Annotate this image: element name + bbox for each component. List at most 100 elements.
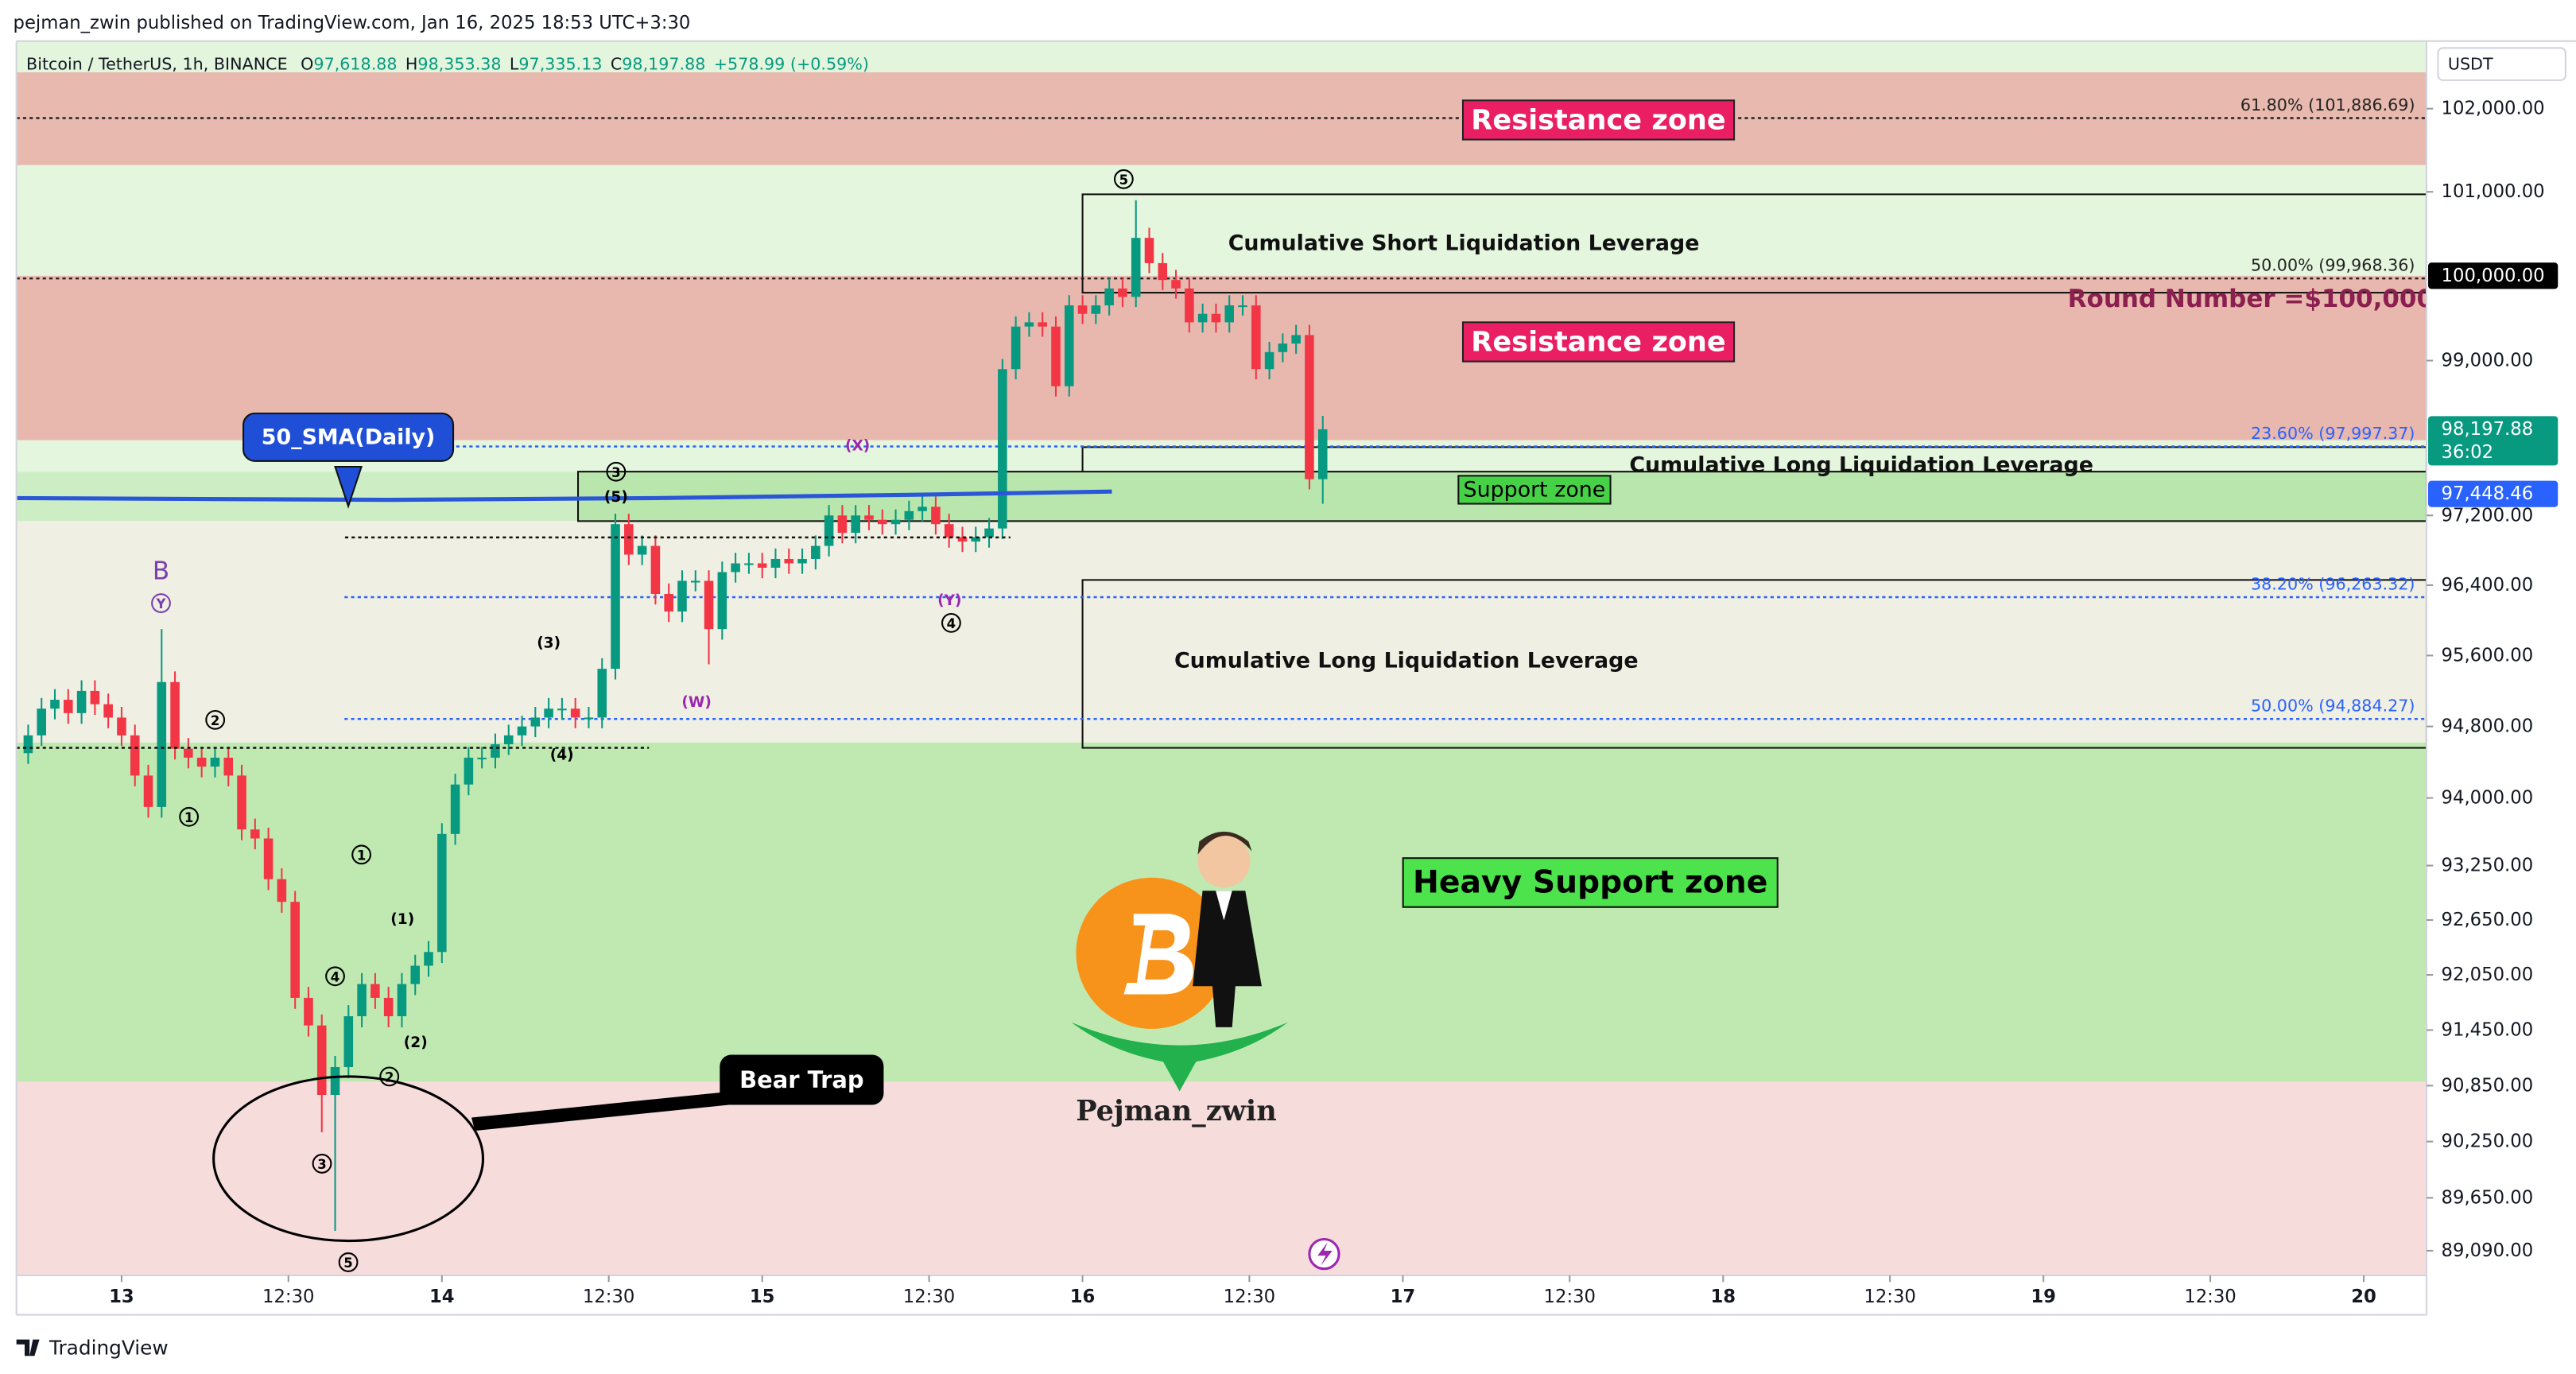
callout-tail <box>471 1091 733 1131</box>
x-tick-label: 17 <box>1391 1287 1416 1307</box>
candle-body <box>704 580 714 630</box>
candle-body <box>784 558 794 564</box>
legend-change: +578.99 (+0.59%) <box>714 55 869 74</box>
candle-body <box>237 775 246 830</box>
candle-body <box>1158 262 1168 281</box>
candle-body <box>1197 313 1208 323</box>
shirt <box>1216 891 1232 921</box>
x-tick-label: 14 <box>429 1287 455 1307</box>
candle-body <box>517 726 527 736</box>
fib-label: 23.60% (97,997.37) <box>2251 424 2415 443</box>
candle-body <box>50 700 60 709</box>
candle-body <box>184 748 193 758</box>
candle-body <box>450 784 460 834</box>
stand <box>1071 1022 1288 1092</box>
wave-label: 1 <box>357 848 366 863</box>
zone <box>16 1081 2427 1275</box>
candle-body <box>397 984 407 1017</box>
wave-label: 4 <box>947 616 956 631</box>
signature: Pejman_zwin <box>1076 1095 1277 1128</box>
candle-body <box>824 515 834 546</box>
annotation-box <box>1457 475 1612 505</box>
wave-label: 1 <box>184 810 193 825</box>
candle-body <box>931 507 941 525</box>
bear-trap-ellipse <box>212 1075 733 1243</box>
legend: Bitcoin / TetherUS, 1h, BINANCE O97,618.8… <box>26 55 869 74</box>
x-tick-label: 12:30 <box>2184 1287 2236 1307</box>
candle-body <box>1011 326 1021 370</box>
candle-body <box>117 717 126 736</box>
price-marker <box>2428 262 2559 289</box>
x-tick-label: 12:30 <box>262 1287 314 1307</box>
annotation-box <box>1461 321 1736 363</box>
wave-circle <box>179 806 200 827</box>
annotation: Resistance zone <box>1471 325 1725 358</box>
y-tick-label: 95,600.00 <box>2442 645 2534 666</box>
candle-body <box>410 965 421 984</box>
candle-body <box>690 580 700 583</box>
candle-body <box>611 524 620 670</box>
candle-body <box>357 984 367 1017</box>
wave-label: 4 <box>331 969 339 984</box>
x-tick-label: 16 <box>1070 1287 1096 1307</box>
candle-body <box>557 708 567 711</box>
candle-body <box>877 519 887 525</box>
y-tick-label: 102,000.00 <box>2442 99 2545 119</box>
wave-label: (4) <box>550 747 574 763</box>
y-tick-label: 93,250.00 <box>2442 856 2534 876</box>
annotation: Resistance zone <box>1471 103 1725 136</box>
candle-body <box>437 833 447 953</box>
candle-body <box>837 515 848 534</box>
legend-key: H <box>405 55 418 74</box>
y-tick-label: 94,800.00 <box>2442 716 2534 737</box>
legend-key: C <box>611 55 622 74</box>
candle-body <box>1118 288 1127 297</box>
x-tick-label: 12:30 <box>1224 1287 1275 1307</box>
wave-label: 2 <box>211 713 219 728</box>
candle-body <box>370 984 380 998</box>
candle-body <box>196 757 207 767</box>
sma-callout: 50_SMA(Daily) <box>262 425 436 449</box>
candle-body <box>597 669 607 718</box>
candle-body <box>343 1016 354 1067</box>
candle-body <box>1038 322 1047 327</box>
candle-body <box>1131 238 1141 297</box>
price-marker <box>2428 480 2559 507</box>
sma-callout-pointer <box>334 465 363 509</box>
candle-body <box>157 681 167 807</box>
wave-circle <box>379 1066 400 1087</box>
candle-body <box>811 545 821 559</box>
annotation: Cumulative Short Liquidation Leverage <box>1228 231 1700 255</box>
annotation: Cumulative Long Liquidation Leverage <box>1174 648 1639 673</box>
annotation-box <box>720 1054 884 1105</box>
x-tick-label: 20 <box>2351 1287 2376 1307</box>
candle-body <box>90 690 100 704</box>
candle-body <box>770 558 781 568</box>
wave-label: 5 <box>1119 173 1128 188</box>
candle-body <box>330 1066 340 1096</box>
overlay: Resistance zone Resistance zone Cumulative… <box>15 40 2576 1316</box>
price-marker-label: 100,000.00 <box>2442 266 2545 286</box>
suit <box>1193 891 1262 1027</box>
head <box>1197 835 1251 888</box>
candle-body <box>210 757 220 767</box>
candle-body <box>731 563 740 572</box>
wave-label: B <box>153 557 169 585</box>
candle-body <box>530 717 541 727</box>
candle-body <box>570 708 580 718</box>
candle-body <box>584 717 594 720</box>
candle-body <box>316 1025 327 1096</box>
candle-body <box>1211 313 1221 323</box>
candle-body <box>477 757 487 759</box>
candle-body <box>491 744 500 758</box>
candle-body <box>1185 288 1194 323</box>
candle-body <box>1024 322 1034 327</box>
zone <box>16 165 2427 276</box>
x-tick-label: 12:30 <box>583 1287 634 1307</box>
candle-body <box>1238 305 1247 308</box>
candle-body <box>957 537 968 542</box>
annotation: Bear Trap <box>739 1066 864 1093</box>
currency-box[interactable] <box>2437 47 2566 81</box>
